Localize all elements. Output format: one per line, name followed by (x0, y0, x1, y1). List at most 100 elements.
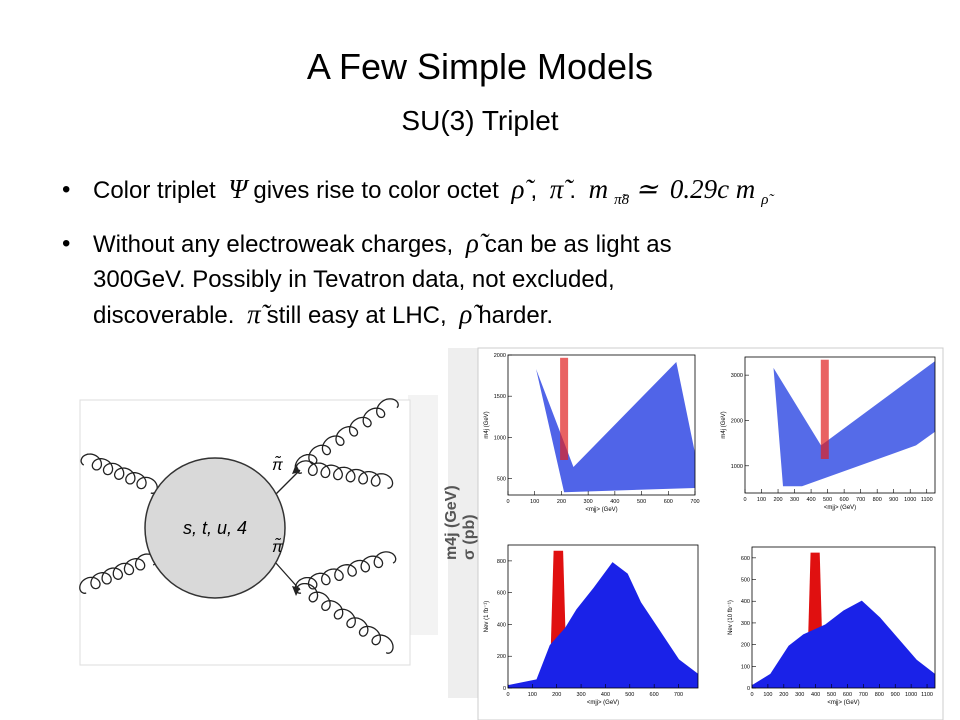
x-tick-label: 400 (806, 497, 815, 503)
x-tick-label: 700 (690, 499, 699, 505)
gluon (79, 553, 157, 594)
y-tick-label: 200 (741, 643, 750, 649)
y-tick-label: 2000 (731, 418, 743, 424)
y-tick-label: 300 (741, 621, 750, 627)
x-tick-label: 900 (889, 497, 898, 503)
x-tick-label: 0 (743, 497, 746, 503)
math-symbol: Ψ (228, 174, 248, 204)
x-tick-label: 500 (823, 497, 832, 503)
x-tick-label: 300 (790, 497, 799, 503)
x-tick-label: 600 (843, 692, 852, 698)
x-tick-label: 200 (773, 497, 782, 503)
x-tick-label: 300 (576, 692, 585, 698)
math-symbol: ρ̃ (761, 192, 769, 208)
bullet-line: discoverable. π̃ still easy at LHC, ρ̃ har… (93, 297, 672, 333)
x-tick-label: 0 (750, 692, 753, 698)
y-tick-label: 1500 (494, 394, 506, 400)
bullet-text: , (530, 177, 538, 204)
y-tick-label: 0 (747, 686, 750, 692)
background-label: m4j (GeV) (443, 485, 460, 560)
scalar-line (274, 561, 301, 591)
math-symbol: ρ̃ (465, 228, 479, 258)
x-tick-label: 700 (856, 497, 865, 503)
x-tick-label: 800 (875, 692, 884, 698)
y-tick-label: 2000 (494, 353, 506, 359)
x-tick-label: 700 (674, 692, 683, 698)
y-tick-label: 800 (497, 559, 506, 565)
y-tick-label: 3000 (731, 373, 743, 379)
y-tick-label: 1000 (494, 435, 506, 441)
x-tick-label: 400 (601, 692, 610, 698)
bullet-dot: • (62, 176, 71, 203)
x-tick-label: 600 (664, 499, 673, 505)
title: A Few Simple Models (306, 46, 654, 87)
particle-label: π̃ (272, 536, 283, 556)
scatter-density (773, 361, 935, 487)
x-tick-label: 1100 (921, 497, 933, 503)
gluon (295, 460, 394, 489)
bullet-text: Without any electroweak charges, (93, 231, 454, 258)
math-symbol: π̃ (549, 174, 564, 204)
bullet-dot: • (62, 230, 71, 257)
bullet-line: Without any electroweak charges, ρ̃ can b… (93, 226, 672, 262)
x-tick-label: 0 (506, 499, 509, 505)
math-symbol: ρ̃ (511, 174, 525, 204)
particle-label: π̃ (272, 454, 283, 474)
y-tick-label: 500 (497, 477, 506, 483)
x-tick-label: 600 (650, 692, 659, 698)
x-tick-label: 100 (757, 497, 766, 503)
x-tick-label: 0 (506, 692, 509, 698)
axes-frame (744, 356, 936, 494)
math-symbol: m (588, 174, 609, 204)
y-tick-label: 400 (497, 622, 506, 628)
y-tick-label: 600 (741, 556, 750, 562)
scatter-signal (560, 357, 569, 460)
x-tick-label: 1100 (921, 692, 933, 698)
x-axis-label: <mjj> (GeV) (587, 700, 619, 706)
subtitle: SU(3) Triplet (401, 105, 559, 136)
bullet-text: . (569, 177, 576, 204)
histogram-background (508, 562, 698, 688)
axes-frame (507, 544, 699, 689)
math-symbol: 0.29c m (669, 174, 756, 204)
x-tick-label: 400 (610, 499, 619, 505)
vertex-label: s, t, u, 4 (183, 518, 247, 538)
gluon (80, 453, 158, 494)
x-tick-label: 600 (840, 497, 849, 503)
bullet: • Without any electroweak charges, ρ̃ can … (62, 226, 672, 333)
bullet-text: 300GeV. Possibly in Tevatron data, not e… (93, 266, 615, 293)
scatter-signal (820, 359, 829, 459)
arrow (292, 464, 300, 474)
bullet-text: Color triplet (93, 177, 216, 204)
x-tick-label: 500 (827, 692, 836, 698)
bullet-text: harder. (478, 302, 554, 329)
histogram-background (752, 600, 935, 688)
y-tick-label: 1000 (731, 464, 743, 470)
math-symbol: ≃ (635, 174, 658, 204)
y-axis-label: Nev (10 fb⁻¹) (728, 600, 734, 635)
x-tick-label: 100 (528, 692, 537, 698)
scalar-line (274, 469, 301, 496)
x-tick-label: 1000 (904, 497, 916, 503)
y-tick-label: 400 (741, 599, 750, 605)
x-tick-label: 300 (584, 499, 593, 505)
x-tick-label: 200 (557, 499, 566, 505)
x-tick-label: 200 (552, 692, 561, 698)
x-tick-label: 500 (625, 692, 634, 698)
x-axis-label: <mjj> (GeV) (585, 507, 617, 513)
y-tick-label: 0 (503, 686, 506, 692)
gluon (294, 551, 397, 594)
axes-frame (751, 546, 936, 689)
plots-frame (477, 347, 944, 720)
bullet-text: discoverable. (93, 302, 235, 329)
x-tick-label: 400 (811, 692, 820, 698)
x-tick-label: 800 (873, 497, 882, 503)
bullet-text: can be as light as (484, 231, 672, 258)
y-tick-label: 600 (497, 591, 506, 597)
x-tick-label: 1000 (905, 692, 917, 698)
blob (144, 457, 286, 599)
x-tick-label: 500 (637, 499, 646, 505)
